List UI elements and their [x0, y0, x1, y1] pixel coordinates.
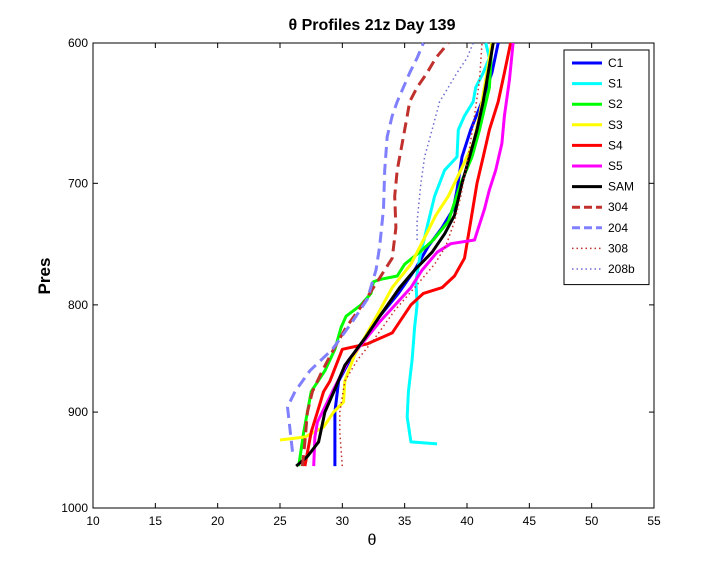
legend-label-308: 308: [608, 241, 628, 255]
series-line-s4: [303, 42, 513, 467]
x-tick-label: 10: [86, 514, 100, 528]
x-tick-label: 25: [273, 514, 287, 528]
legend-label-s4: S4: [608, 138, 623, 152]
series-line-204: [286, 42, 425, 452]
series-line-208b: [416, 42, 474, 240]
series-line-s1: [405, 42, 491, 446]
legend-label-204: 204: [608, 221, 628, 235]
x-tick-label: 20: [211, 514, 225, 528]
series-line-sam: [295, 42, 495, 468]
legend-label-s5: S5: [608, 159, 623, 173]
x-tick-label: 40: [460, 514, 474, 528]
axis-ticks: 10 15 20 25 30 35 40 45 50 55 600 700 800 900 1000: [61, 36, 661, 528]
legend-label-208b: 208b: [608, 262, 635, 276]
legend-label-c1: C1: [608, 56, 624, 70]
x-axis-label: θ: [368, 532, 377, 549]
series-line-s5: [312, 42, 515, 467]
legend-label-sam: SAM: [608, 180, 634, 194]
legend-label-s1: S1: [608, 77, 623, 91]
x-tick-label: 50: [585, 514, 599, 528]
x-tick-label: 45: [523, 514, 537, 528]
y-axis-label: Pres: [35, 258, 54, 295]
x-tick-label: 15: [149, 514, 163, 528]
legend: C1 S1 S2 S3 S4 S5 SAM 304 204 308 208b: [563, 49, 650, 286]
series-layer: [279, 42, 515, 468]
series-line-304: [300, 42, 450, 467]
chart-title: θ Profiles 21z Day 139: [289, 17, 456, 34]
x-tick-label: 30: [336, 514, 350, 528]
y-tick-label: 600: [68, 36, 88, 50]
y-tick-label: 800: [68, 298, 88, 312]
x-tick-label: 55: [647, 514, 661, 528]
x-tick-label: 35: [398, 514, 412, 528]
legend-label-s3: S3: [608, 118, 623, 132]
y-tick-label: 900: [68, 405, 88, 419]
series-line-s3: [279, 42, 494, 442]
legend-label-304: 304: [608, 200, 628, 214]
legend-label-s2: S2: [608, 97, 623, 111]
y-tick-label: 700: [68, 176, 88, 190]
y-tick-label: 1000: [61, 501, 88, 515]
